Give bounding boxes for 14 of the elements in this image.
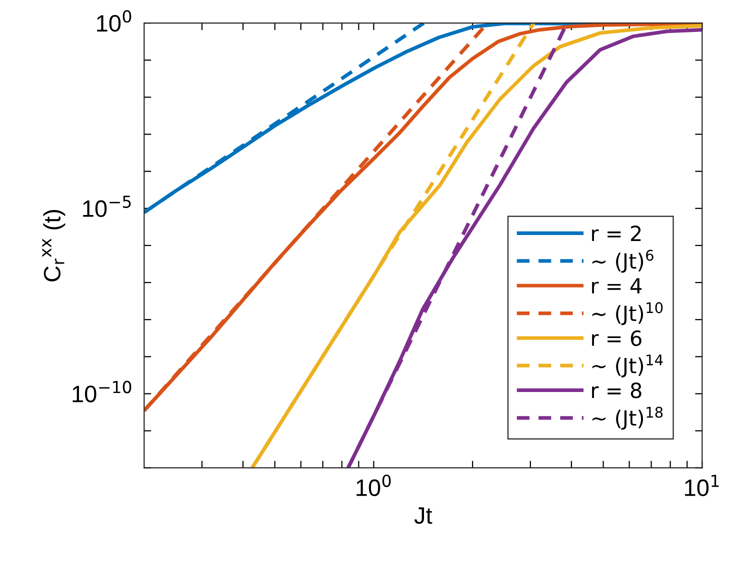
y-tick-label: 10$^{−5}$	[83, 196, 131, 218]
x-tick-label: 10$^{1}$	[685, 474, 719, 496]
legend-label: r = 6	[592, 330, 642, 346]
y-tick-label: 10$^{0}$	[97, 10, 132, 32]
legend-label: ∼ (Jt)$^{6}$	[592, 250, 654, 273]
legend-label: r = 2	[592, 226, 641, 242]
legend-label: r = 8	[592, 382, 642, 398]
legend-label: ∼ (Jt)$^{18}$	[592, 406, 663, 430]
legend-label: ∼ (Jt)$^{10}$	[592, 302, 663, 326]
y-tick-label: 10$^{−10}$	[72, 380, 132, 402]
legend-label: r = 4	[592, 278, 642, 294]
x-axis-title: Jt	[414, 507, 432, 524]
legend-label: ∼ (Jt)$^{14}$	[592, 354, 663, 378]
y-axis-title: C$_{r}$$^{xx}$ (t)	[42, 210, 66, 282]
